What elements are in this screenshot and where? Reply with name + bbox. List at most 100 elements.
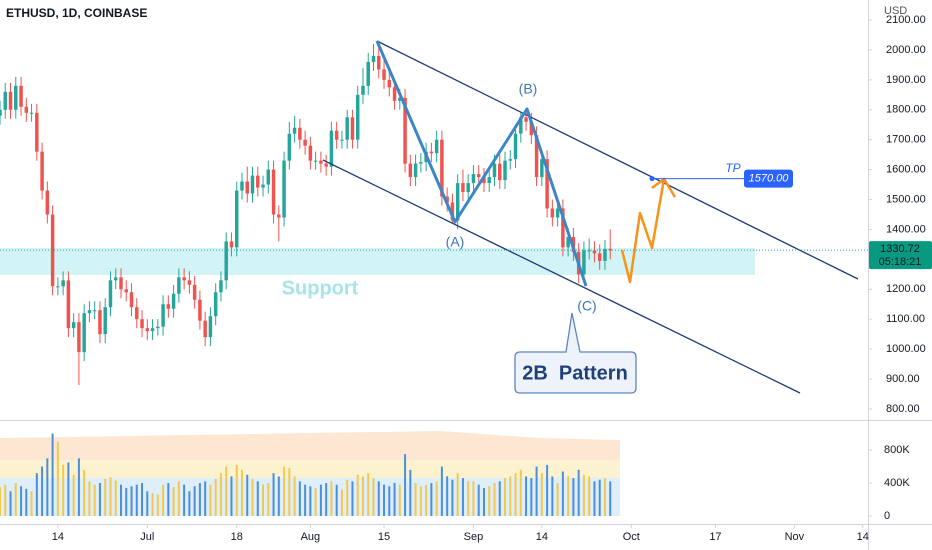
volume-bar (151, 492, 154, 516)
volume-bar (493, 483, 496, 516)
candle-body (108, 280, 113, 308)
candle-body (582, 250, 586, 275)
candle-body (61, 280, 65, 287)
candle-body (561, 208, 565, 248)
volume-bar (319, 484, 322, 516)
candle-body (413, 163, 418, 178)
volume-bar (246, 474, 249, 516)
volume-bar (514, 473, 517, 516)
candle-body (482, 177, 486, 184)
candle-body (219, 280, 223, 293)
volume-bar (335, 484, 338, 516)
volume-bar (582, 474, 585, 516)
y-tick-label: 900.00 (886, 373, 920, 385)
volume-bar (240, 469, 243, 516)
volume-bar (298, 481, 301, 516)
volume-bar (130, 486, 133, 516)
volume-bar (330, 481, 333, 516)
volume-bar (556, 483, 559, 516)
candle-body (292, 127, 297, 134)
candle-body (366, 61, 370, 86)
volume-bar (62, 464, 65, 516)
candle-body (19, 85, 23, 107)
volume-bar (561, 471, 564, 516)
candle-body (229, 241, 234, 248)
candle-body (498, 163, 502, 181)
volume-bar (388, 486, 391, 516)
volume-bar (361, 476, 364, 516)
candle-body (419, 162, 423, 164)
candle-body (534, 135, 539, 178)
volume-bar (472, 481, 475, 516)
volume-bar (482, 487, 485, 516)
x-tick-label: Oct (623, 531, 640, 543)
volume-bar (272, 473, 275, 516)
volume-bar (98, 483, 101, 516)
candle-body (471, 174, 476, 184)
tp-dot (649, 176, 655, 182)
volume-bar (172, 487, 175, 516)
volume-bar (104, 478, 107, 516)
volume-bar (393, 483, 396, 516)
candle-body (492, 163, 497, 178)
volume-bar (14, 483, 17, 516)
candle-body (92, 310, 97, 312)
candle-body (119, 277, 123, 290)
volume-bar (67, 462, 70, 516)
candle-body (597, 253, 602, 261)
candle-body (529, 121, 534, 136)
volume-bar (209, 484, 212, 516)
volume-bar (567, 476, 570, 516)
candle-body (429, 151, 434, 154)
candle-body (298, 127, 302, 140)
volume-bar (525, 476, 528, 516)
x-tick-label: Aug (301, 531, 321, 543)
volume-bar (46, 458, 49, 516)
y-tick-label: 800.00 (886, 403, 920, 415)
candle-body (135, 307, 139, 320)
volume-bar (456, 473, 459, 516)
candle-body (71, 322, 76, 329)
volume-bar (35, 473, 38, 516)
countdown-label: 05:18:21 (879, 256, 922, 268)
candle-body (403, 97, 407, 164)
volume-bar (383, 484, 386, 516)
candle-body (392, 87, 397, 101)
volume-bar (109, 477, 112, 516)
y-tick-label: 1900.00 (886, 74, 926, 86)
candle-body (56, 286, 60, 288)
y-tick-label: 1800.00 (886, 104, 926, 116)
x-tick-label: Jul (140, 531, 154, 543)
candle-body (35, 112, 39, 152)
candle-body (24, 106, 29, 113)
volume-bar (225, 466, 228, 516)
x-tick-label: 18 (231, 531, 243, 543)
point-label: (C) (577, 298, 596, 314)
candle-body (408, 163, 413, 178)
volume-bar (551, 476, 554, 516)
volume-bar (20, 486, 23, 516)
candle-body (303, 139, 307, 146)
volume-bar (251, 478, 254, 516)
candle-body (450, 202, 455, 221)
candle-body (171, 293, 176, 309)
volume-bar (230, 476, 233, 516)
candle-body (334, 130, 339, 140)
candle-body (45, 190, 50, 215)
volume-bar (425, 484, 428, 516)
volume-bar (204, 481, 207, 516)
candle-body (271, 169, 276, 215)
y-tick-label: 1500.00 (886, 193, 926, 205)
volume-bar (309, 486, 312, 516)
x-tick-label: 15 (378, 531, 390, 543)
volume-bar (135, 484, 138, 516)
volume-bar (477, 484, 480, 516)
candle-body (592, 250, 597, 254)
volume-bar (156, 494, 159, 516)
candle-body (8, 91, 13, 110)
x-tick-label: 17 (709, 531, 721, 543)
pattern-label: 2B Pattern (522, 362, 628, 384)
candle-body (234, 190, 239, 248)
candle-body (287, 133, 292, 161)
